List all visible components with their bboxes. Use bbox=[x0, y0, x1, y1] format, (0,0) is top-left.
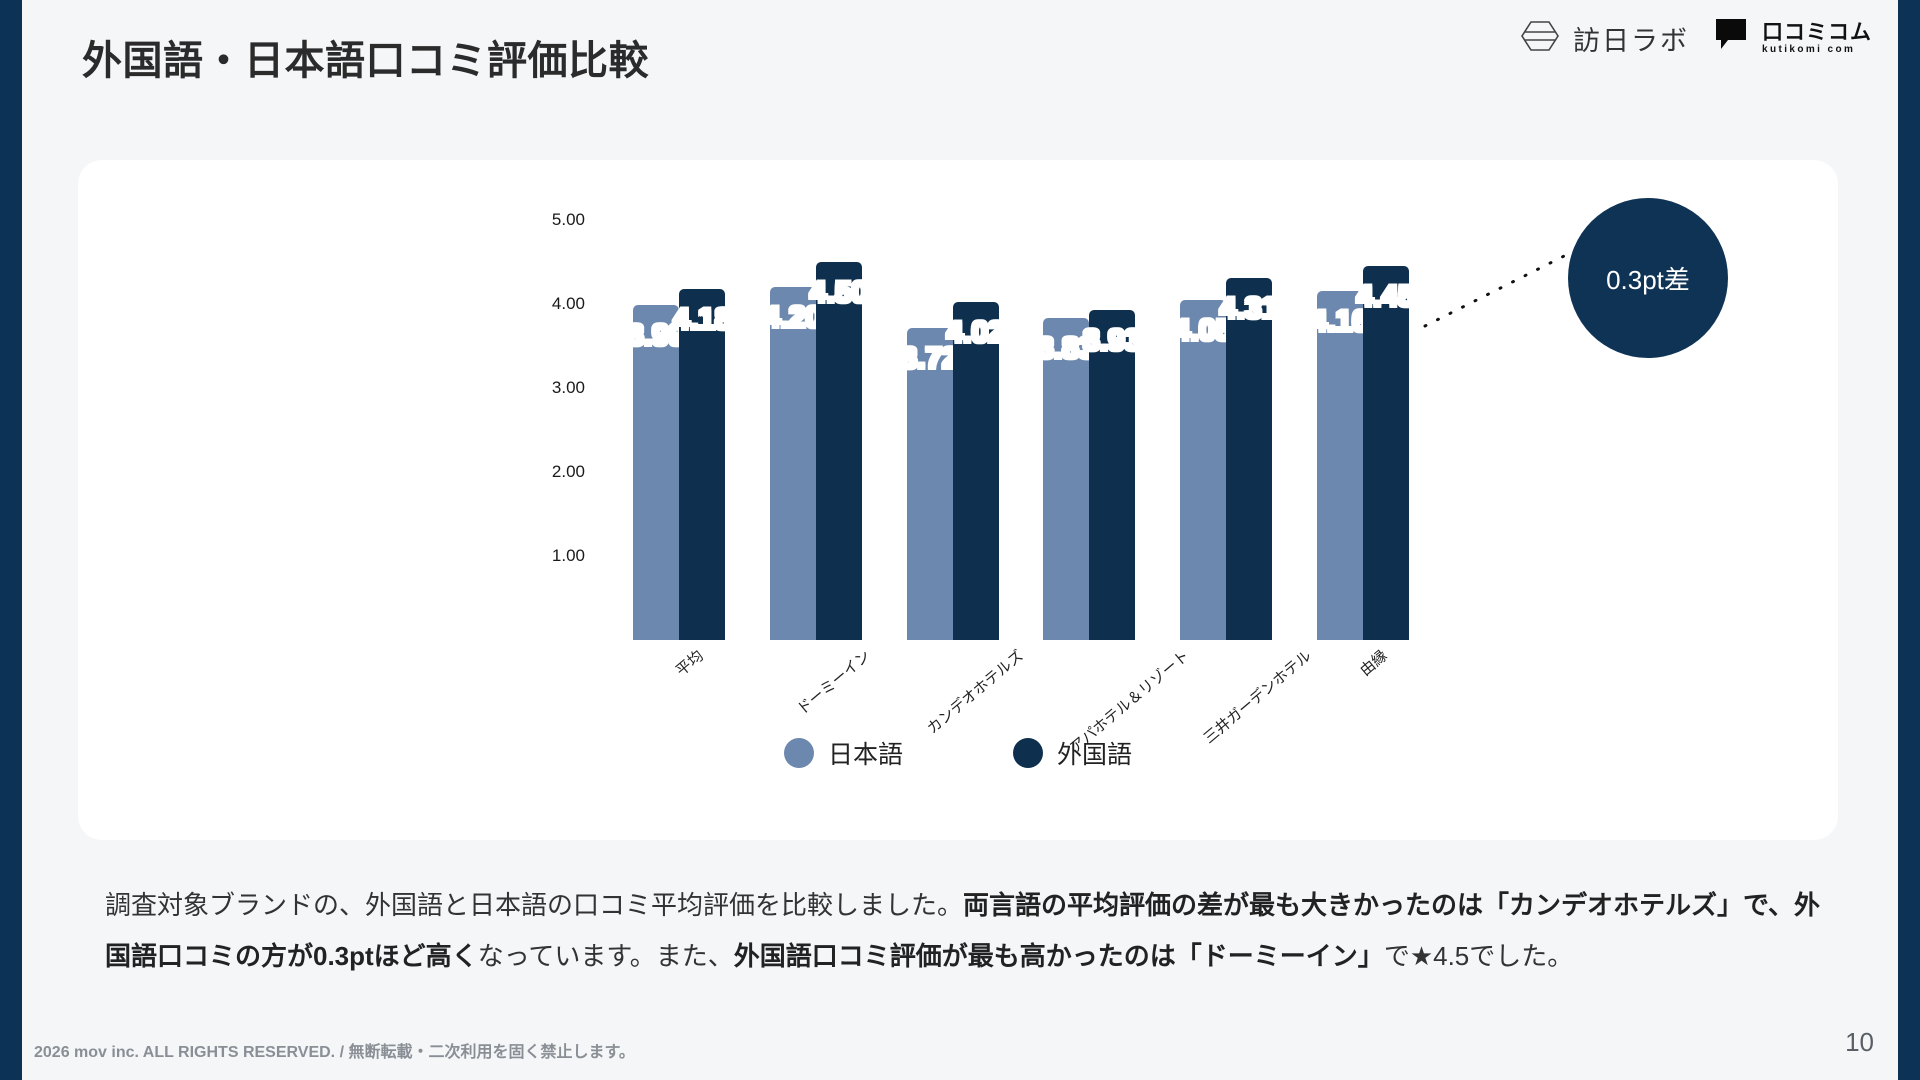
bar-foreign[interactable]: 4.45 bbox=[1356, 266, 1415, 640]
bar-foreign[interactable]: 3.93 bbox=[1083, 309, 1142, 640]
bar-value-label: 3.83 bbox=[1037, 332, 1096, 366]
bar-value-label: 4.16 bbox=[1310, 304, 1369, 338]
y-axis: 1.00 2.00 3.00 4.00 5.00 bbox=[533, 210, 593, 640]
difference-callout-text: 0.3pt差 bbox=[1606, 264, 1690, 295]
summary-text-5: で★4.5でした。 bbox=[1383, 940, 1574, 971]
bar-value-label: 3.99 bbox=[627, 318, 686, 352]
y-axis-tick: 1.00 bbox=[551, 546, 585, 565]
x-axis-tick-label: カンデオホテルズ bbox=[923, 647, 1027, 738]
bar-group: 4.05 4.31 bbox=[1167, 220, 1285, 640]
bar-japanese[interactable]: 3.72 bbox=[900, 327, 959, 640]
bar-japanese[interactable]: 4.16 bbox=[1310, 290, 1369, 640]
legend-item-japanese[interactable]: 日本語 bbox=[783, 735, 903, 771]
x-axis-tick-label: 由縁 bbox=[1356, 647, 1391, 680]
bar-group: 3.83 3.93 bbox=[1030, 220, 1148, 640]
x-axis-tick-label: ドーミーイン bbox=[793, 647, 874, 719]
difference-callout-badge: 0.3pt差 bbox=[1568, 198, 1728, 358]
y-axis-tick: 4.00 bbox=[551, 294, 585, 313]
bar-group: 4.16 4.45 bbox=[1304, 220, 1422, 640]
bar-value-label: 4.31 bbox=[1219, 291, 1279, 325]
bar-japanese[interactable]: 4.20 bbox=[764, 287, 822, 640]
summary-text-1: 調査対象ブランドの、外国語と日本語の口コミ平均評価を比較しました。 bbox=[105, 890, 964, 920]
bar-groups: 3.99 4.18 4.20 4.50 3.72 4.02 3.83 3.93 4.05 4.31… bbox=[611, 220, 1431, 640]
chart-legend: 日本語 外国語 bbox=[78, 735, 1838, 771]
kuchikomi-com-logo: 口コミコム kutikomi com bbox=[1715, 18, 1872, 59]
legend-item-foreign[interactable]: 外国語 bbox=[1013, 735, 1132, 771]
x-axis-tick-label: 三井ガーデンホテル bbox=[1200, 647, 1315, 748]
legend-swatch-japanese-icon bbox=[783, 738, 814, 768]
chart-card: 1.00 2.00 3.00 4.00 5.00 3.99 4.18 4.20 4.50 3.7… bbox=[78, 160, 1838, 840]
bar-chart: 1.00 2.00 3.00 4.00 5.00 3.99 4.18 4.20 4.50 3.7… bbox=[533, 198, 1728, 757]
legend-label-foreign: 外国語 bbox=[1057, 741, 1133, 769]
bar-value-label: 4.05 bbox=[1173, 313, 1233, 347]
x-axis-tick-label: 平均 bbox=[673, 647, 708, 680]
y-axis-tick: 5.00 bbox=[551, 210, 585, 229]
summary-text-4: 外国語口コミ評価が最も高かったのは「ドーミーイン」 bbox=[733, 940, 1384, 971]
summary-text-2: 両言語の平均評価の差が最も大きかったのは「カンデオホテルズ」で、外国語口コミの方… bbox=[105, 890, 1820, 971]
hexagon-logo-icon bbox=[1519, 19, 1561, 58]
bar-value-label: 4.02 bbox=[946, 316, 1005, 350]
kuchikomi-wordmark: 口コミコム kutikomi com bbox=[1762, 22, 1872, 55]
left-edge-bar bbox=[0, 0, 22, 1080]
y-axis-tick: 2.00 bbox=[551, 462, 585, 481]
hoonichi-lab-label: 訪日ラボ bbox=[1573, 26, 1689, 56]
bar-value-label: 4.20 bbox=[763, 301, 823, 335]
page-title: 外国語・日本語口コミ評価比較 bbox=[82, 39, 649, 83]
bar-value-label: 3.72 bbox=[900, 341, 959, 375]
bar-japanese[interactable]: 3.83 bbox=[1037, 318, 1096, 640]
bar-foreign[interactable]: 4.50 bbox=[810, 262, 868, 640]
bar-foreign[interactable]: 4.02 bbox=[946, 302, 1005, 640]
bar-foreign[interactable]: 4.31 bbox=[1220, 277, 1278, 640]
bar-value-label: 4.45 bbox=[1356, 280, 1415, 314]
summary-text-3: なっています。また、 bbox=[477, 940, 734, 971]
bar-value-label: 4.50 bbox=[809, 276, 869, 309]
bar-japanese[interactable]: 3.99 bbox=[627, 304, 686, 640]
bar-group: 3.72 4.02 bbox=[894, 220, 1012, 640]
speech-bubble-icon bbox=[1715, 18, 1753, 59]
page-number: 10 bbox=[1845, 1027, 1874, 1057]
bar-japanese[interactable]: 4.05 bbox=[1174, 299, 1232, 640]
bar-value-label: 3.93 bbox=[1083, 323, 1142, 357]
legend-swatch-foreign-icon bbox=[1013, 738, 1043, 768]
footer-copyright: 2026 mov inc. ALL RIGHTS RESERVED. / 無断転… bbox=[34, 1044, 635, 1061]
y-axis-tick: 3.00 bbox=[551, 378, 585, 397]
summary-paragraph: 調査対象ブランドの、外国語と日本語の口コミ平均評価を比較しました。両言語の平均評… bbox=[105, 880, 1820, 981]
bar-value-label: 4.18 bbox=[673, 302, 732, 336]
bar-foreign[interactable]: 4.18 bbox=[673, 288, 732, 640]
callout-leader-line bbox=[1423, 242, 1590, 328]
x-axis-tick-label: アパホテル＆リゾート bbox=[1067, 647, 1193, 757]
legend-label-japanese: 日本語 bbox=[827, 741, 903, 769]
bar-group: 3.99 4.18 bbox=[620, 220, 738, 640]
hoonichi-lab-logo: 訪日ラボ bbox=[1519, 19, 1689, 58]
right-edge-bar bbox=[1898, 0, 1920, 1080]
bar-group: 4.20 4.50 bbox=[757, 220, 875, 640]
kuchikomi-sublabel: kutikomi com bbox=[1762, 44, 1856, 55]
logo-group: 訪日ラボ 口コミコム kutikomi com bbox=[1519, 18, 1872, 59]
kuchikomi-label: 口コミコム bbox=[1762, 21, 1872, 44]
